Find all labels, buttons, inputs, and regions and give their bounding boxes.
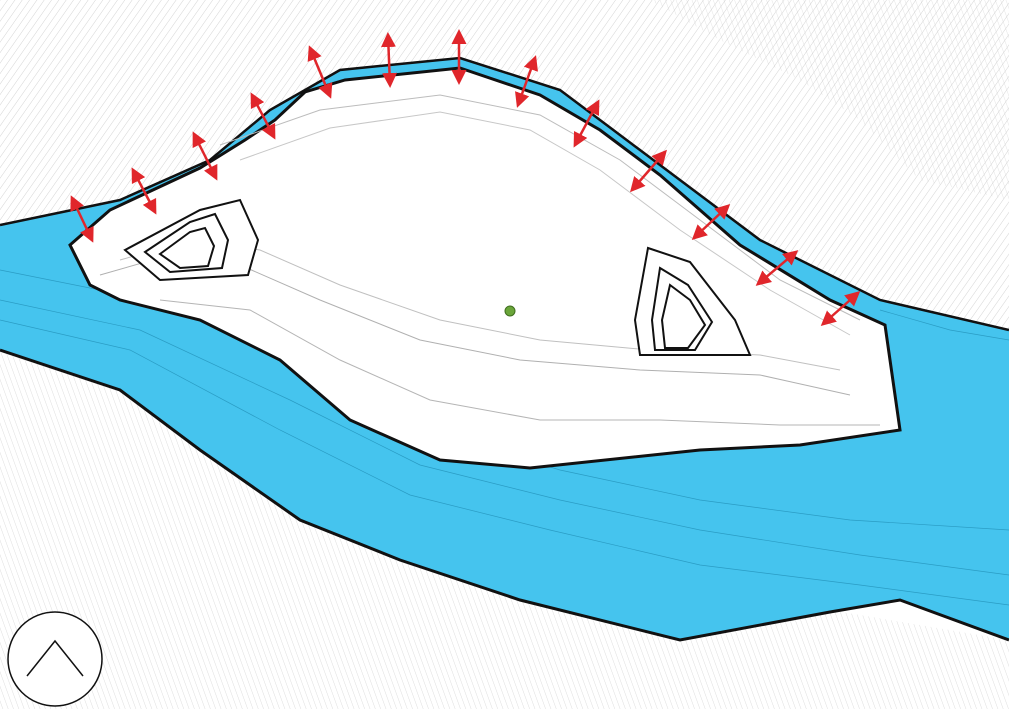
- center-point-marker: [504, 305, 516, 317]
- flow-arrow: [755, 250, 799, 286]
- flow-arrows: [70, 29, 861, 326]
- right-depression: [633, 246, 752, 356]
- flow-arrow: [307, 45, 333, 99]
- flow-arrow: [573, 99, 600, 148]
- north-arrow-icon: [7, 611, 103, 707]
- flow-arrow: [131, 167, 157, 215]
- flow-arrow: [70, 195, 94, 243]
- flow-arrow: [380, 32, 398, 88]
- flow-arrow: [515, 55, 538, 108]
- left-depression: [123, 198, 260, 282]
- flow-arrow: [250, 92, 276, 140]
- flow-arrow: [691, 203, 731, 241]
- flow-arrow: [630, 149, 667, 193]
- flow-arrow: [192, 131, 218, 181]
- flow-arrow: [820, 291, 861, 326]
